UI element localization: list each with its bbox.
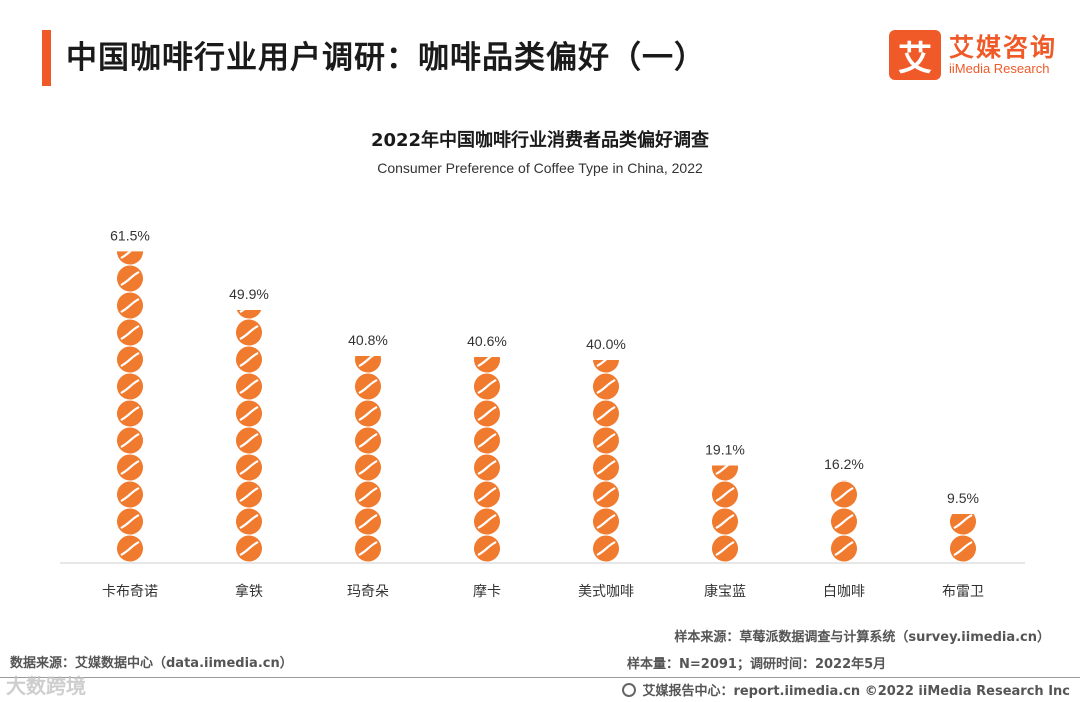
category-label: 摩卡: [473, 583, 501, 600]
value-label: 49.9%: [229, 286, 269, 302]
value-label: 9.5%: [947, 490, 979, 506]
data-source: 数据来源：艾媒数据中心（data.iimedia.cn）: [10, 656, 293, 671]
category-label: 白咖啡: [823, 584, 865, 600]
category-label: 康宝蓝: [704, 583, 746, 600]
value-label: 61.5%: [110, 227, 150, 243]
page-title: 中国咖啡行业用户调研：咖啡品类偏好（一）: [66, 40, 706, 76]
footer-divider: [0, 677, 1080, 678]
value-label: 19.1%: [705, 442, 745, 458]
brand-logo: 艾 艾媒咨询 iiMedia Research: [889, 28, 1064, 84]
report-center: 艾媒报告中心：report.iimedia.cn ©2022 iiMedia R…: [622, 680, 1070, 699]
bar-玛奇朵: [355, 355, 381, 562]
value-label: 40.6%: [467, 333, 507, 349]
category-label: 拿铁: [235, 583, 263, 600]
logo-text-cn: 艾媒咨询: [949, 33, 1058, 62]
chart-subtitle: Consumer Preference of Coffee Type in Ch…: [377, 160, 703, 176]
category-label: 布雷卫: [942, 584, 984, 600]
bar-卡布奇诺: [117, 251, 143, 562]
globe-icon: [622, 682, 637, 697]
bar-摩卡: [474, 356, 500, 562]
bar-布雷卫: [950, 514, 976, 562]
category-label: 美式咖啡: [578, 584, 634, 600]
value-label: 16.2%: [824, 456, 864, 472]
category-label: 玛奇朵: [347, 583, 389, 600]
watermark: 大数跨境: [6, 674, 86, 698]
sample-source: 样本来源：草莓派数据调查与计算系统（survey.iimedia.cn）: [674, 630, 1050, 645]
value-label: 40.8%: [348, 332, 388, 348]
chart-title: 2022年中国咖啡行业消费者品类偏好调查: [370, 130, 710, 151]
bar-白咖啡: [831, 480, 857, 562]
bar-拿铁: [236, 310, 262, 562]
bar-美式咖啡: [593, 360, 619, 562]
logo-text-en: iiMedia Research: [949, 61, 1050, 76]
value-label: 40.0%: [586, 336, 626, 352]
sample-size: 样本量：N=2091；调研时间：2022年5月: [627, 657, 887, 672]
logo-mark-icon: 艾: [889, 30, 941, 80]
title-accent-bar: [42, 30, 51, 86]
report-center-text: 艾媒报告中心：report.iimedia.cn ©2022 iiMedia R…: [642, 684, 1070, 699]
bar-康宝蓝: [712, 465, 738, 562]
category-label: 卡布奇诺: [102, 583, 158, 600]
